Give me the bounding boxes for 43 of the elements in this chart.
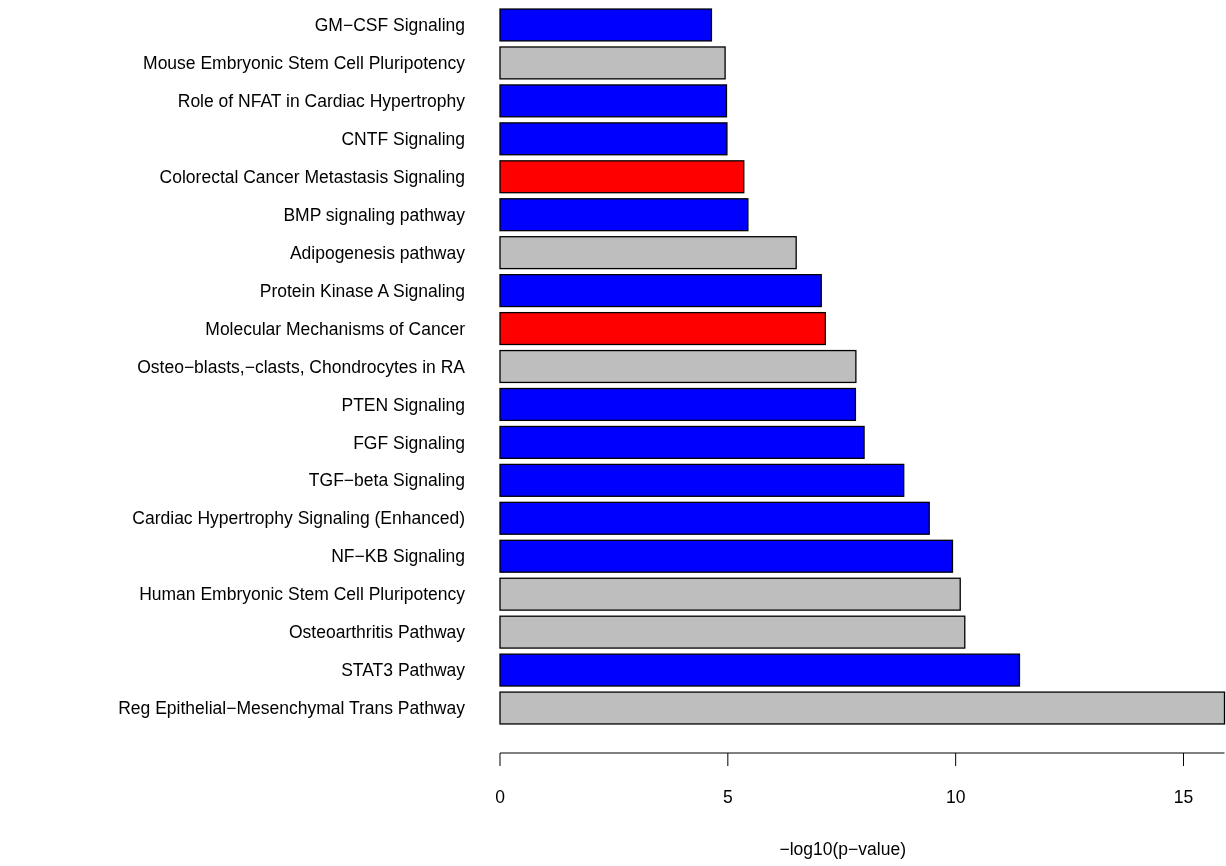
x-axis-title: −log10(p−value)	[779, 839, 906, 859]
bar	[499, 501, 930, 535]
y-tick-label: Adipogenesis pathway	[289, 242, 466, 263]
bar	[499, 691, 1226, 725]
bar	[499, 8, 713, 42]
y-tick-label: STAT3 Pathway	[341, 660, 466, 681]
bar	[499, 615, 966, 649]
bar	[499, 425, 865, 459]
y-tick-label: Protein Kinase A Signaling	[259, 280, 465, 301]
bar	[499, 349, 857, 384]
bar	[499, 463, 905, 497]
y-tick-label: TGF−beta Signaling	[308, 470, 465, 491]
bar	[499, 311, 826, 346]
y-tick-label: Role of NFAT in Cardiac Hypertrophy	[177, 90, 466, 111]
y-tick-label: Colorectal Cancer Metastasis Signaling	[159, 166, 465, 187]
bar	[499, 198, 749, 232]
bar	[499, 236, 797, 270]
bar	[499, 653, 1021, 687]
y-tick-label: Osteoarthritis Pathway	[288, 622, 466, 643]
bar	[499, 274, 822, 308]
y-tick-label: Mouse Embryonic Stem Cell Pluripotency	[143, 53, 466, 74]
x-tick-label: 0	[495, 787, 506, 807]
bar	[499, 387, 857, 422]
bar	[499, 539, 954, 573]
y-tick-label: GM−CSF Signaling	[314, 15, 465, 36]
y-tick-label: Osteo−blasts,−clasts, Chondrocytes in RA	[137, 356, 466, 377]
y-tick-label: FGF Signaling	[353, 432, 465, 453]
y-tick-label: Cardiac Hypertrophy Signaling (Enhanced)	[132, 508, 465, 529]
x-tick-label: 10	[945, 787, 966, 807]
y-tick-label: Reg Epithelial−Mesenchymal Trans Pathway	[118, 698, 466, 719]
y-tick-label: PTEN Signaling	[341, 394, 465, 415]
y-tick-label: BMP signaling pathway	[283, 204, 466, 225]
x-tick-label: 15	[1173, 787, 1194, 807]
bar	[499, 84, 728, 118]
bar	[499, 577, 961, 611]
bar	[499, 46, 726, 80]
x-tick-label: 5	[722, 787, 733, 807]
y-tick-label: Human Embryonic Stem Cell Pluripotency	[139, 584, 466, 605]
y-tick-label: CNTF Signaling	[341, 128, 465, 149]
y-tick-label: Molecular Mechanisms of Cancer	[205, 318, 466, 339]
bar	[499, 122, 728, 156]
bar	[499, 160, 745, 194]
y-tick-label: NF−KB Signaling	[331, 546, 465, 567]
